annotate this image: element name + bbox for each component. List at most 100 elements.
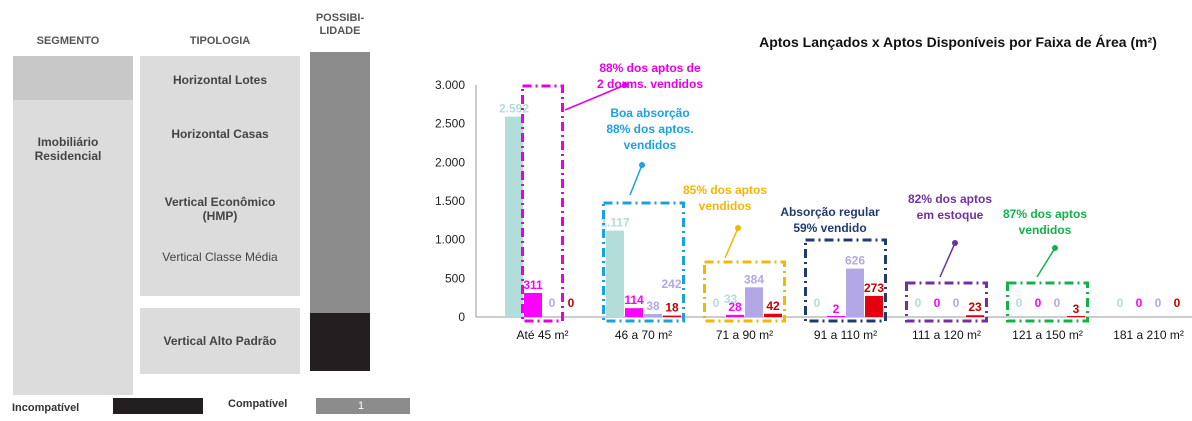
tipologia-column	[140, 56, 300, 296]
data-label: 0	[1174, 296, 1181, 310]
data-label: 0	[953, 296, 960, 310]
annotation-arrow	[564, 84, 626, 111]
legend-compativel-value: 1	[358, 400, 365, 412]
data-label: 384	[744, 272, 764, 286]
data-label: 311	[523, 278, 543, 292]
highlight-box	[703, 260, 786, 323]
annotation-arrowhead	[639, 162, 645, 168]
y-tick-label: 1.000	[435, 233, 465, 247]
data-label: 3	[1073, 302, 1080, 316]
tipologia-item: Vertical Alto Padrão	[163, 334, 277, 348]
annotation-arrowhead	[735, 225, 741, 231]
x-tick-label: 121 a 150 m²	[1012, 328, 1083, 342]
annotation-text: 87% dos aptos	[1003, 207, 1087, 221]
data-label: 0	[568, 296, 575, 310]
tipologia-item: Vertical Econômico (HMP)	[164, 195, 276, 223]
bar	[625, 308, 643, 317]
possibilidade-compat-bar	[310, 52, 370, 313]
header-possibilidade: POSSIBI- LIDADE	[315, 12, 365, 37]
data-label: 0	[1155, 296, 1162, 310]
segmento-label: Imobiliário Residencial	[34, 135, 102, 163]
x-tick-label: 91 a 110 m²	[814, 328, 877, 342]
compatibility-matrix: SEGMENTO TIPOLOGIA POSSIBI- LIDADE Imobi…	[0, 0, 420, 421]
annotation-arrowhead	[1052, 245, 1058, 251]
annotation-arrowhead	[952, 240, 958, 246]
data-label: 242	[661, 277, 681, 291]
annotation-text: 88% dos aptos.	[606, 122, 693, 136]
x-tick-label: 181 a 210 m²	[1113, 328, 1184, 342]
y-tick-label: 0	[458, 310, 465, 324]
annotation-arrow	[1036, 247, 1056, 278]
data-label: 114	[624, 293, 644, 307]
data-label: 38	[646, 299, 660, 313]
annotation-arrow	[939, 242, 956, 278]
bar	[524, 292, 542, 317]
data-label: 28	[728, 300, 742, 314]
y-tick-label: 3.000	[435, 78, 465, 92]
bar	[764, 313, 782, 317]
bar	[745, 287, 763, 317]
legend-compativel-swatch	[316, 398, 410, 414]
data-label: 0	[814, 296, 821, 310]
tipologia-item: Vertical Classe Média	[162, 250, 278, 264]
data-label: 0	[713, 296, 720, 310]
bar	[663, 315, 681, 317]
segmento-column	[13, 100, 133, 395]
annotation-text: 85% dos aptos	[683, 183, 767, 197]
annotation-text: 2 dorms. vendidos	[597, 77, 703, 91]
data-label: 0	[915, 296, 922, 310]
bar	[726, 314, 744, 317]
annotation-text: Absorção regular	[780, 205, 880, 219]
data-label: 23	[968, 300, 982, 314]
data-label: 0	[1054, 296, 1061, 310]
annotation-text: Boa absorção	[610, 106, 689, 120]
annotation-arrowhead	[622, 82, 628, 88]
data-label: 0	[1136, 296, 1143, 310]
legend-compativel-label: Compatível	[228, 398, 288, 410]
header-tipologia: TIPOLOGIA	[189, 35, 251, 47]
bar	[846, 268, 864, 317]
bar	[606, 230, 624, 317]
data-label: 33	[724, 292, 738, 306]
highlight-box	[804, 238, 887, 323]
bar	[1067, 316, 1085, 317]
annotation-text: vendidos	[1019, 223, 1072, 237]
x-tick-label: 71 a 90 m²	[716, 328, 773, 342]
annotation-text: 59% vendido	[793, 221, 866, 235]
y-tick-label: 1.500	[435, 194, 465, 208]
data-label: 2.592	[499, 102, 529, 116]
legend-incompativel-label: Incompatível	[12, 402, 80, 414]
segmento-column-top	[13, 56, 133, 100]
data-label: 1.117	[600, 216, 630, 230]
highlight-box	[602, 201, 685, 323]
tipologia-item: Horizontal Lotes	[172, 73, 267, 87]
x-tick-label: 46 a 70 m²	[615, 328, 672, 342]
annotation-arrow	[724, 227, 739, 259]
y-tick-label: 2.000	[435, 155, 465, 169]
annotation-text: vendidos	[624, 138, 677, 152]
highlight-box	[521, 84, 564, 323]
bar	[505, 116, 523, 317]
highlight-box	[1006, 281, 1089, 323]
chart-area: Aptos Lançados x Aptos Disponíveis por F…	[420, 0, 1192, 421]
data-label: 0	[1035, 296, 1042, 310]
annotation-arrow	[629, 164, 643, 196]
bar	[827, 316, 845, 317]
bar-chart: Aptos Lançados x Aptos Disponíveis por F…	[435, 34, 1192, 342]
tipologia-alto-box	[140, 308, 300, 374]
bar	[644, 314, 662, 317]
data-label: 626	[845, 254, 865, 268]
tipologia-item: Horizontal Casas	[171, 127, 269, 141]
data-label: 0	[1016, 296, 1023, 310]
annotation-text: vendidos	[699, 199, 752, 213]
bar	[865, 295, 883, 317]
data-label: 42	[766, 299, 780, 313]
data-label: 0	[1117, 296, 1124, 310]
y-tick-label: 500	[445, 271, 465, 285]
data-label: 18	[665, 301, 679, 315]
chart-title: Aptos Lançados x Aptos Disponíveis por F…	[759, 34, 1157, 50]
annotation-text: 82% dos aptos	[908, 192, 992, 206]
annotation-text: em estoque	[917, 208, 984, 222]
data-label: 2	[833, 302, 840, 316]
data-label: 0	[549, 296, 556, 310]
